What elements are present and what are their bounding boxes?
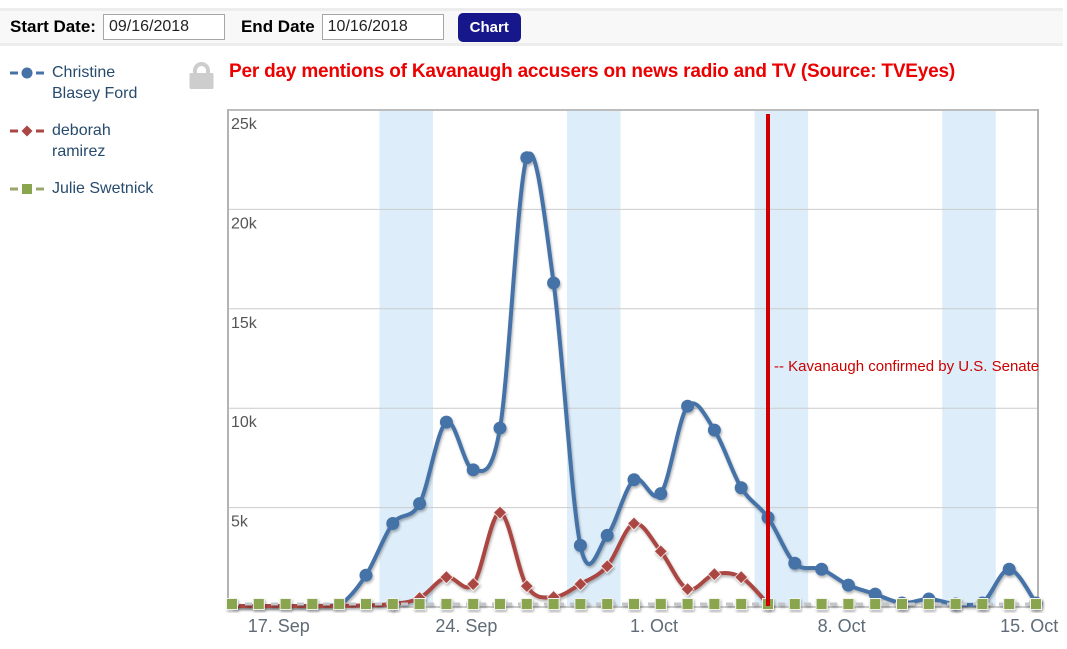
chart-title: Per day mentions of Kavanaugh accusers o…: [229, 61, 956, 82]
y-axis-tick-label: 25k: [231, 116, 258, 133]
x-axis-tick-label: 15. Oct: [1000, 616, 1058, 636]
legend-item-label: Julie Swetnick: [52, 180, 154, 197]
blue-circle-series-marker-icon: [10, 66, 44, 85]
x-axis-tick-label: 24. Sep: [435, 616, 497, 636]
start-date-label: Start Date:: [10, 17, 96, 36]
date-range-toolbar: Start Date: End Date Chart: [0, 8, 1063, 46]
x-axis-tick-label: 17. Sep: [248, 616, 310, 636]
weekend-band: [942, 110, 996, 607]
series-deborah-ramirez[interactable]: [232, 505, 776, 612]
legend-item-label: Christine Blasey Ford: [52, 64, 138, 102]
annotation-label: -- Kavanaugh confirmed by U.S. Senate: [774, 358, 1039, 375]
end-date-label: End Date: [240, 17, 315, 36]
y-axis-tick-label: 20k: [231, 215, 258, 232]
series-christine-blasey-ford[interactable]: [232, 151, 1043, 611]
x-axis-tick-label: 8. Oct: [818, 616, 866, 636]
start-date-input[interactable]: [102, 14, 225, 40]
lock-icon[interactable]: [188, 61, 215, 95]
chart-plot-area[interactable]: -- Kavanaugh confirmed by U.S. Senate 5k 1…: [0, 100, 1067, 649]
x-axis-tick-label: 1. Oct: [630, 616, 678, 636]
y-axis-tick-label: 15k: [231, 315, 258, 332]
red-diamond-series-marker-icon: [10, 124, 44, 143]
series-julie-swetnick[interactable]: [226, 598, 1042, 611]
y-axis-tick-label: 5k: [231, 514, 249, 531]
green-square-series-marker-icon: [10, 182, 44, 201]
legend-item-julie-swetnick[interactable]: Julie Swetnick: [10, 178, 170, 201]
legend-item-label: deborah ramirez: [52, 122, 111, 160]
end-date-input[interactable]: [321, 14, 444, 40]
weekend-band: [754, 110, 809, 607]
series-legend: Christine Blasey Ford deborah ramirez Ju…: [10, 62, 170, 201]
y-axis-tick-label: 10k: [231, 414, 258, 431]
legend-item-christine-blasey-ford[interactable]: Christine Blasey Ford: [10, 62, 170, 104]
chart-button[interactable]: Chart: [457, 12, 521, 42]
legend-item-deborah-ramirez[interactable]: deborah ramirez: [10, 120, 170, 162]
